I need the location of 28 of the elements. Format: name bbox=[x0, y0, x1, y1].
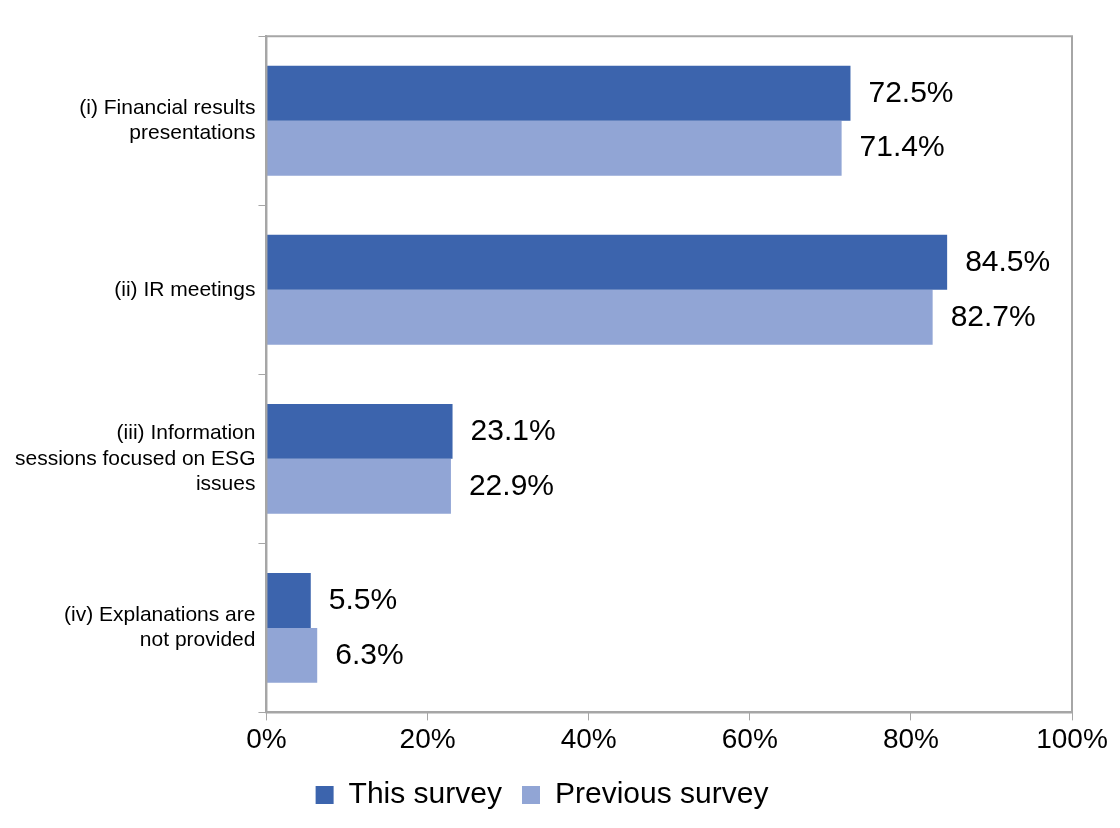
legend-label: This survey bbox=[348, 776, 502, 810]
x-tick-label: 40% bbox=[560, 722, 617, 754]
y-tick-label: (iv) Explanations are not provided bbox=[64, 602, 256, 651]
bar bbox=[266, 572, 311, 628]
x-tick-label: 20% bbox=[399, 722, 456, 754]
data-label: 5.5% bbox=[328, 581, 398, 615]
x-tick-label: 60% bbox=[721, 722, 778, 754]
bar bbox=[266, 627, 318, 683]
y-tick-label: (iii) Information sessions focused on ESG issues bbox=[15, 420, 256, 494]
x-tick-label: 80% bbox=[882, 722, 939, 754]
x-tick-label: 100% bbox=[1036, 722, 1108, 754]
data-label: 23.1% bbox=[470, 412, 556, 446]
bar bbox=[266, 289, 933, 345]
legend-label: Previous survey bbox=[554, 776, 769, 810]
bar bbox=[266, 120, 842, 176]
data-label: 71.4% bbox=[859, 129, 945, 163]
bar bbox=[266, 403, 453, 459]
bar bbox=[266, 65, 851, 121]
data-label: 72.5% bbox=[868, 74, 954, 108]
data-label: 6.3% bbox=[335, 636, 404, 670]
bar bbox=[266, 458, 451, 514]
bar bbox=[266, 234, 948, 290]
data-label: 84.5% bbox=[965, 243, 1051, 277]
y-tick-label: (ii) IR meetings bbox=[114, 276, 256, 300]
y-tick-label: (i) Financial results presentations bbox=[79, 94, 256, 144]
x-tick-label: 0% bbox=[246, 722, 287, 754]
data-label: 82.7% bbox=[950, 298, 1036, 332]
data-label: 22.9% bbox=[468, 467, 555, 501]
